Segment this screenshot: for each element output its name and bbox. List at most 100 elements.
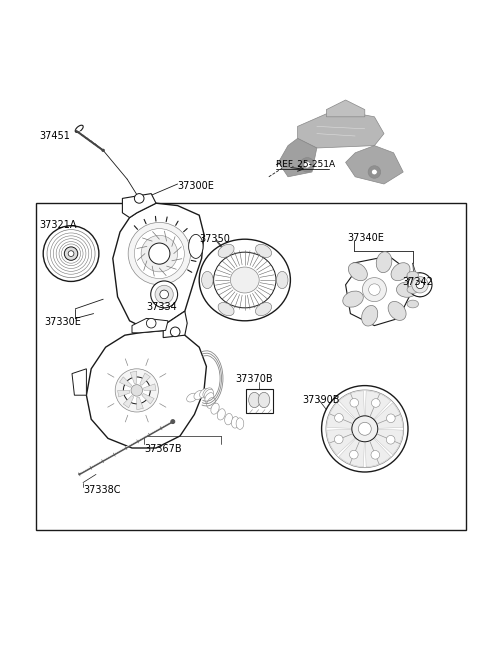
Circle shape <box>61 244 81 263</box>
Ellipse shape <box>75 125 83 133</box>
Circle shape <box>56 239 86 268</box>
Circle shape <box>134 229 184 279</box>
Ellipse shape <box>255 302 272 316</box>
Ellipse shape <box>205 393 214 403</box>
Text: 37350: 37350 <box>199 234 230 244</box>
Circle shape <box>335 413 343 422</box>
Polygon shape <box>142 394 154 404</box>
Polygon shape <box>86 331 206 448</box>
Ellipse shape <box>236 418 244 430</box>
Text: 37340E: 37340E <box>347 233 384 243</box>
Polygon shape <box>326 100 365 117</box>
Ellipse shape <box>407 300 419 308</box>
Text: 37338C: 37338C <box>83 485 120 495</box>
Ellipse shape <box>416 273 424 297</box>
Circle shape <box>59 241 83 266</box>
Ellipse shape <box>199 239 290 321</box>
Circle shape <box>47 230 95 277</box>
Ellipse shape <box>361 306 378 326</box>
Polygon shape <box>365 391 391 419</box>
Circle shape <box>53 236 89 272</box>
Circle shape <box>43 226 99 281</box>
Ellipse shape <box>231 417 239 428</box>
Circle shape <box>362 277 386 302</box>
Ellipse shape <box>218 302 234 316</box>
Circle shape <box>352 416 378 441</box>
Polygon shape <box>327 403 355 428</box>
Circle shape <box>102 149 105 152</box>
Polygon shape <box>132 318 168 333</box>
Circle shape <box>416 281 424 289</box>
Circle shape <box>358 422 372 436</box>
Ellipse shape <box>230 267 259 293</box>
Ellipse shape <box>189 234 203 258</box>
Ellipse shape <box>187 393 197 402</box>
Ellipse shape <box>62 226 80 281</box>
Circle shape <box>160 290 168 298</box>
Ellipse shape <box>202 272 213 289</box>
Polygon shape <box>346 256 410 325</box>
Polygon shape <box>137 397 144 409</box>
Text: REF. 25-251A: REF. 25-251A <box>276 160 335 169</box>
Polygon shape <box>72 369 86 395</box>
Circle shape <box>64 247 78 260</box>
Text: 37367B: 37367B <box>144 444 182 454</box>
Circle shape <box>155 285 173 304</box>
Polygon shape <box>120 377 132 387</box>
Circle shape <box>371 451 380 459</box>
Polygon shape <box>278 138 317 177</box>
Ellipse shape <box>225 413 232 425</box>
Ellipse shape <box>204 389 214 400</box>
Ellipse shape <box>376 252 392 273</box>
Ellipse shape <box>217 409 225 420</box>
Circle shape <box>300 157 314 172</box>
Circle shape <box>115 369 158 412</box>
Ellipse shape <box>396 282 418 297</box>
Polygon shape <box>339 438 364 467</box>
Circle shape <box>386 436 395 444</box>
Circle shape <box>141 236 178 272</box>
Polygon shape <box>113 203 204 328</box>
Ellipse shape <box>407 272 419 279</box>
Circle shape <box>412 277 428 293</box>
Circle shape <box>171 420 175 424</box>
Ellipse shape <box>276 272 288 289</box>
Circle shape <box>149 243 170 264</box>
Polygon shape <box>298 110 384 148</box>
Polygon shape <box>339 391 364 419</box>
Ellipse shape <box>218 244 234 258</box>
Circle shape <box>408 273 432 297</box>
Circle shape <box>368 166 381 178</box>
Ellipse shape <box>407 286 419 293</box>
Circle shape <box>131 384 143 396</box>
Circle shape <box>372 399 380 407</box>
Text: 37370B: 37370B <box>236 375 273 384</box>
Text: 37330E: 37330E <box>45 317 82 327</box>
Text: 37390B: 37390B <box>302 395 340 405</box>
Text: 37300E: 37300E <box>178 182 215 192</box>
Ellipse shape <box>391 262 410 281</box>
Ellipse shape <box>159 281 169 308</box>
Ellipse shape <box>388 302 406 320</box>
Text: 37342: 37342 <box>402 277 433 287</box>
Polygon shape <box>118 390 130 397</box>
Ellipse shape <box>214 252 276 308</box>
Ellipse shape <box>200 388 210 398</box>
Polygon shape <box>163 311 187 338</box>
Polygon shape <box>346 146 403 184</box>
Circle shape <box>372 169 377 175</box>
Polygon shape <box>122 194 156 218</box>
Circle shape <box>335 435 343 443</box>
Ellipse shape <box>211 403 219 414</box>
Circle shape <box>326 390 404 468</box>
Circle shape <box>151 281 178 308</box>
Text: 37321A: 37321A <box>39 220 77 230</box>
Ellipse shape <box>203 388 213 398</box>
Bar <box>36 203 466 529</box>
Polygon shape <box>123 396 134 408</box>
Circle shape <box>386 414 395 422</box>
Circle shape <box>350 398 359 407</box>
Text: 37451: 37451 <box>39 131 70 141</box>
Text: 37334: 37334 <box>146 302 177 312</box>
Circle shape <box>322 386 408 472</box>
